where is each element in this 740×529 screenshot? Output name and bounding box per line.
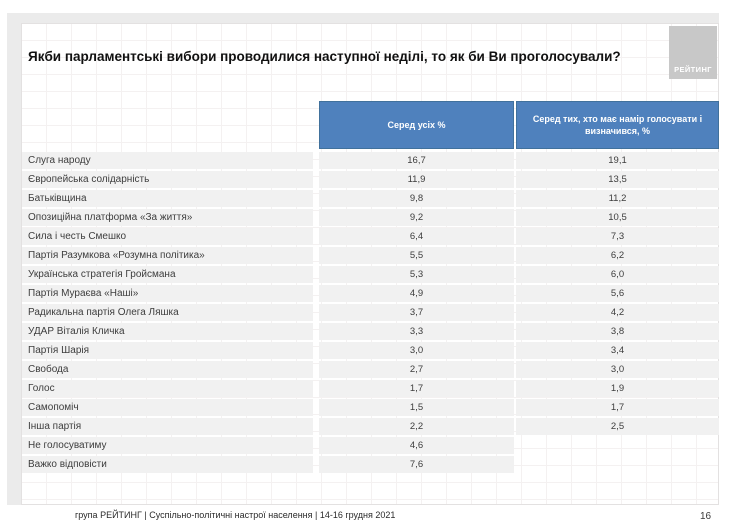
party-name: Самопоміч bbox=[22, 399, 313, 416]
value-among-decided: 5,6 bbox=[516, 285, 719, 302]
table-row: Інша партія 2,2 2,5 bbox=[22, 418, 719, 437]
table-row: Важко відповісти 7,6 bbox=[22, 456, 719, 475]
value-among-all: 3,0 bbox=[319, 342, 514, 359]
party-name: Не голосуватиму bbox=[22, 437, 313, 454]
party-name: Сила і честь Смешко bbox=[22, 228, 313, 245]
value-among-all: 9,8 bbox=[319, 190, 514, 207]
value-among-decided: 4,2 bbox=[516, 304, 719, 321]
party-name: Радикальна партія Олега Ляшка bbox=[22, 304, 313, 321]
table-row: Свобода 2,7 3,0 bbox=[22, 361, 719, 380]
table-row: Не голосуватиму 4,6 bbox=[22, 437, 719, 456]
value-among-decided: 1,9 bbox=[516, 380, 719, 397]
party-name: Голос bbox=[22, 380, 313, 397]
table-row: Європейська солідарність 11,9 13,5 bbox=[22, 171, 719, 190]
table-row: Українська стратегія Гройсмана 5,3 6,0 bbox=[22, 266, 719, 285]
value-among-decided: 6,2 bbox=[516, 247, 719, 264]
table-row: Самопоміч 1,5 1,7 bbox=[22, 399, 719, 418]
value-among-all: 6,4 bbox=[319, 228, 514, 245]
table-row: Слуга народу 16,7 19,1 bbox=[22, 152, 719, 171]
table-body: Слуга народу 16,7 19,1 Європейська солід… bbox=[22, 152, 719, 475]
value-among-decided bbox=[516, 456, 719, 473]
party-name: Європейська солідарність bbox=[22, 171, 313, 188]
party-name: Інша партія bbox=[22, 418, 313, 435]
footer-source: група РЕЙТИНГ | Суспільно-політичні наст… bbox=[75, 510, 396, 520]
slide-title: Якби парламентські вибори проводилися на… bbox=[28, 49, 621, 64]
party-name: Українська стратегія Гройсмана bbox=[22, 266, 313, 283]
party-name: Партія Мураєва «Наші» bbox=[22, 285, 313, 302]
value-among-all: 3,7 bbox=[319, 304, 514, 321]
rating-logo-label: РЕЙТИНГ bbox=[674, 65, 712, 74]
table-row: Партія Шарія 3,0 3,4 bbox=[22, 342, 719, 361]
column-header-among-all: Серед усіх % bbox=[319, 101, 514, 149]
value-among-all: 1,7 bbox=[319, 380, 514, 397]
value-among-decided bbox=[516, 437, 719, 454]
value-among-all: 2,7 bbox=[319, 361, 514, 378]
value-among-all: 4,9 bbox=[319, 285, 514, 302]
value-among-decided: 3,4 bbox=[516, 342, 719, 359]
column-header-among-decided: Серед тих, хто має намір голосувати і ви… bbox=[516, 101, 719, 149]
party-name: Батьківщина bbox=[22, 190, 313, 207]
value-among-all: 5,5 bbox=[319, 247, 514, 264]
value-among-decided: 7,3 bbox=[516, 228, 719, 245]
rating-logo: РЕЙТИНГ bbox=[669, 26, 717, 79]
value-among-decided: 6,0 bbox=[516, 266, 719, 283]
value-among-decided: 2,5 bbox=[516, 418, 719, 435]
party-name: Партія Шарія bbox=[22, 342, 313, 359]
value-among-all: 16,7 bbox=[319, 152, 514, 169]
party-name: Слуга народу bbox=[22, 152, 313, 169]
table-row: Партія Мураєва «Наші» 4,9 5,6 bbox=[22, 285, 719, 304]
table-row: УДАР Віталія Кличка 3,3 3,8 bbox=[22, 323, 719, 342]
party-name: УДАР Віталія Кличка bbox=[22, 323, 313, 340]
value-among-all: 9,2 bbox=[319, 209, 514, 226]
value-among-decided: 19,1 bbox=[516, 152, 719, 169]
table-row: Радикальна партія Олега Ляшка 3,7 4,2 bbox=[22, 304, 719, 323]
value-among-all: 7,6 bbox=[319, 456, 514, 473]
value-among-decided: 1,7 bbox=[516, 399, 719, 416]
value-among-decided: 10,5 bbox=[516, 209, 719, 226]
value-among-all: 2,2 bbox=[319, 418, 514, 435]
party-name: Опозиційна платформа «За життя» bbox=[22, 209, 313, 226]
party-name: Важко відповісти bbox=[22, 456, 313, 473]
table-row: Сила і честь Смешко 6,4 7,3 bbox=[22, 228, 719, 247]
table-row: Партія Разумкова «Розумна політика» 5,5 … bbox=[22, 247, 719, 266]
table-row: Опозиційна платформа «За життя» 9,2 10,5 bbox=[22, 209, 719, 228]
page-number: 16 bbox=[700, 511, 712, 522]
party-name: Свобода bbox=[22, 361, 313, 378]
value-among-decided: 3,0 bbox=[516, 361, 719, 378]
value-among-decided: 3,8 bbox=[516, 323, 719, 340]
value-among-all: 4,6 bbox=[319, 437, 514, 454]
value-among-all: 1,5 bbox=[319, 399, 514, 416]
content-panel: Якби парламентські вибори проводилися на… bbox=[21, 23, 719, 505]
value-among-all: 3,3 bbox=[319, 323, 514, 340]
value-among-all: 11,9 bbox=[319, 171, 514, 188]
table-row: Голос 1,7 1,9 bbox=[22, 380, 719, 399]
value-among-all: 5,3 bbox=[319, 266, 514, 283]
table-row: Батьківщина 9,8 11,2 bbox=[22, 190, 719, 209]
party-name: Партія Разумкова «Розумна політика» bbox=[22, 247, 313, 264]
value-among-decided: 13,5 bbox=[516, 171, 719, 188]
value-among-decided: 11,2 bbox=[516, 190, 719, 207]
